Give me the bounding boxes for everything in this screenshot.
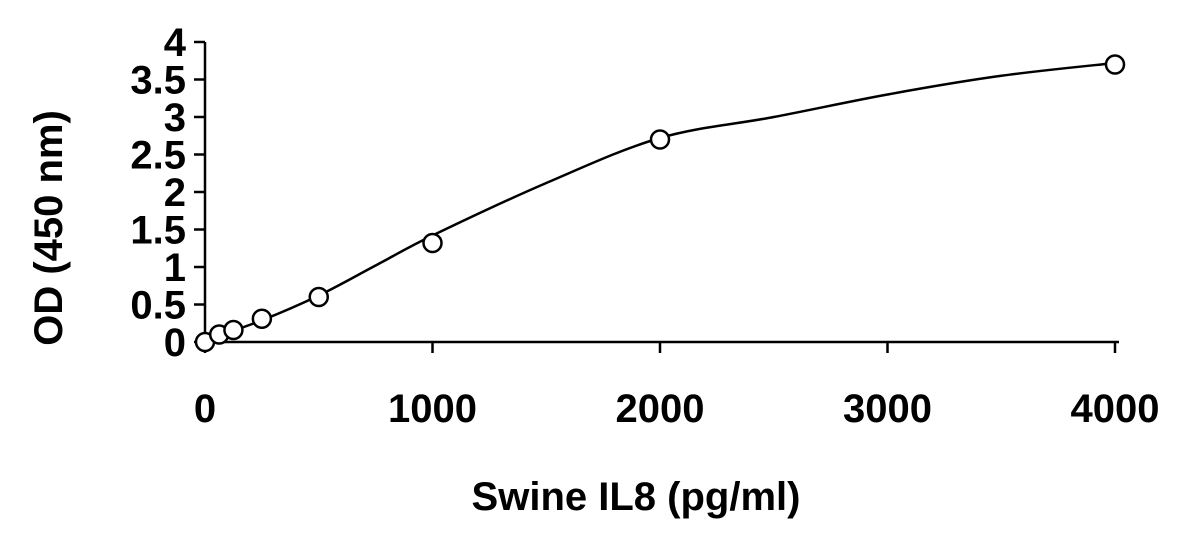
data-point [1104,54,1126,75]
fit-curve-layer [204,61,1116,342]
fit-curve-line [204,61,1116,342]
x-tick-label: 1000 [388,387,477,431]
data-point [223,319,244,341]
y-tick-label: 1.5 [130,209,186,253]
x-tick-label: 3000 [843,387,932,431]
y-tick-label: 3.5 [130,59,186,103]
y-tick-label: 0.5 [130,284,186,328]
y-tick-label: 2 [164,171,186,215]
data-point [422,232,443,254]
y-tick-label: 0 [164,321,186,365]
data-points-layer [194,54,1126,353]
x-tick-label: 4000 [1071,387,1160,431]
tick-labels-layer: 00.511.522.533.540 1000 2000 3000 4000 [130,21,1159,431]
y-tick-label: 1 [164,246,186,290]
y-tick-label: 3 [164,96,186,140]
data-point [251,308,273,329]
y-tick-label: 2.5 [130,134,186,178]
x-axis-title: Swine IL8 (pg/ml) [472,475,801,519]
axes [194,40,1119,353]
x-tick-label: 0 [194,387,216,431]
data-point [649,129,671,150]
y-tick-label: 4 [164,21,187,65]
data-point [308,286,329,308]
x-tick-label: 2000 [616,387,705,431]
y-axis-title: OD (450 nm) [27,110,71,346]
